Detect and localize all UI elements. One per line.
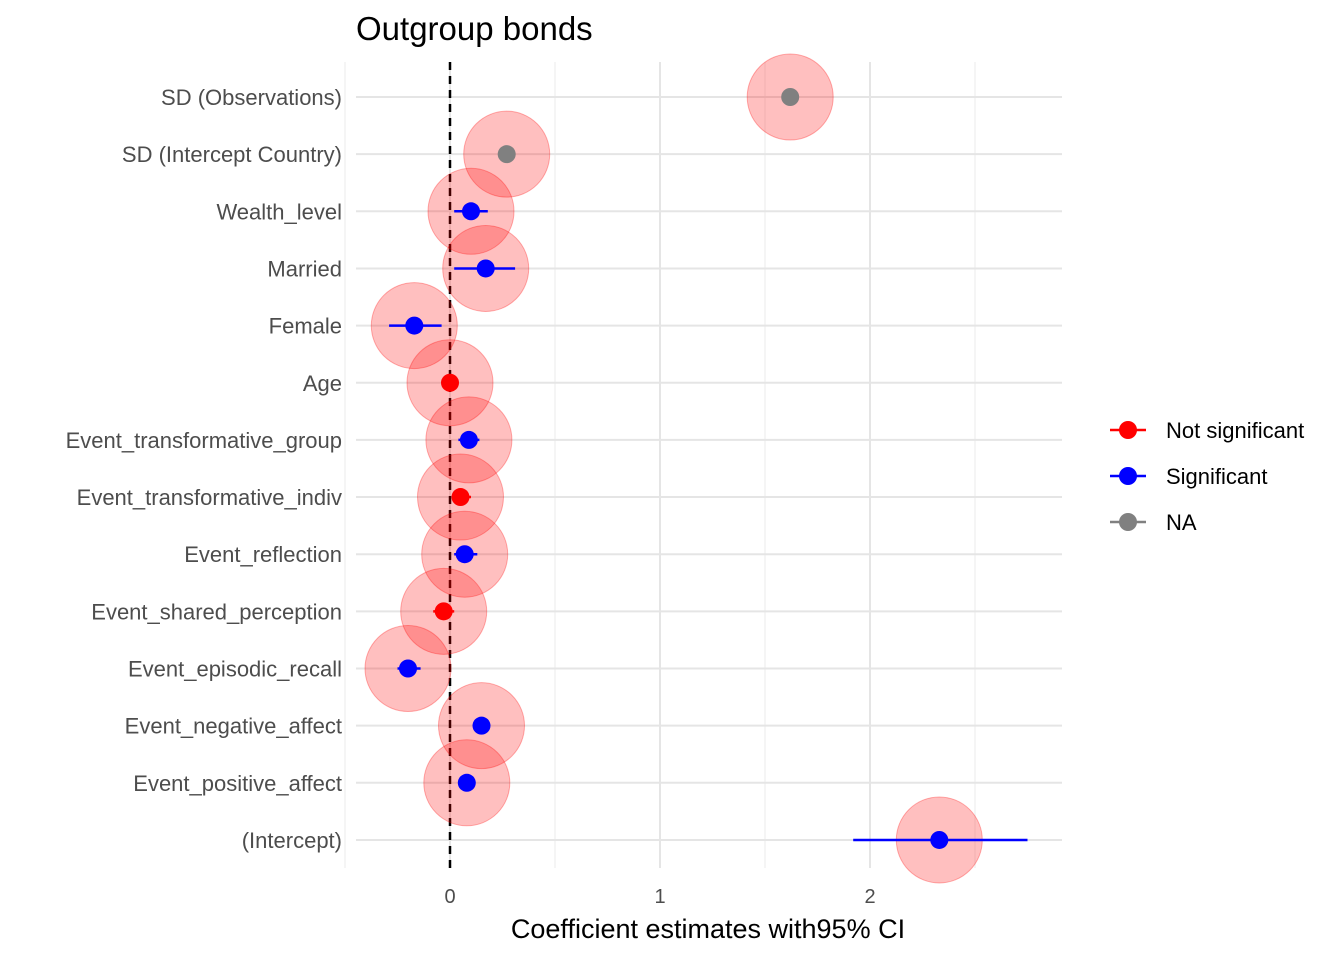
x-axis-labels: 0 1 2 xyxy=(444,886,875,908)
x-tick-label: 2 xyxy=(864,886,875,908)
halo-layer xyxy=(364,53,983,884)
y-tick-label: Event_negative_affect xyxy=(125,714,342,739)
estimate-point xyxy=(405,316,424,335)
estimate-point xyxy=(434,602,453,621)
legend: Not significant Significant NA xyxy=(1110,418,1304,535)
y-tick-label: Married xyxy=(267,256,342,281)
chart-title: Outgroup bonds xyxy=(356,10,593,47)
y-tick-label: Event_positive_affect xyxy=(133,771,342,796)
y-tick-label: Female xyxy=(269,314,342,339)
estimate-point xyxy=(462,202,480,221)
legend-label: NA xyxy=(1166,510,1197,535)
x-tick-label: 1 xyxy=(654,886,665,908)
estimate-point xyxy=(451,488,470,507)
estimate-point xyxy=(476,259,495,278)
y-axis-labels: SD (Observations) SD (Intercept Country) W… xyxy=(66,85,342,853)
estimate-point xyxy=(455,545,474,564)
legend-key-point xyxy=(1119,421,1137,439)
y-tick-label: Event_episodic_recall xyxy=(128,657,342,682)
y-tick-label: (Intercept) xyxy=(242,828,342,853)
estimate-point xyxy=(472,716,491,735)
estimate-point xyxy=(457,773,476,792)
estimate-point xyxy=(497,145,516,164)
legend-key-point xyxy=(1119,513,1137,531)
x-axis-title: Coefficient estimates with95% CI xyxy=(511,914,905,944)
estimate-point xyxy=(781,88,800,106)
y-tick-label: Age xyxy=(303,371,342,396)
estimate-point xyxy=(399,659,417,678)
y-tick-label: SD (Intercept Country) xyxy=(122,142,342,167)
point-layer xyxy=(399,88,949,849)
legend-label: Significant xyxy=(1166,464,1268,489)
estimate-point xyxy=(930,830,949,849)
y-tick-label: Event_reflection xyxy=(184,542,342,567)
estimate-point xyxy=(459,430,478,449)
y-tick-label: Event_shared_perception xyxy=(91,599,342,624)
y-tick-label: Event_transformative_indiv xyxy=(77,485,342,510)
y-tick-label: Wealth_level xyxy=(216,199,342,224)
y-tick-label: SD (Observations) xyxy=(161,85,342,110)
legend-key-point xyxy=(1119,467,1137,485)
estimate-point xyxy=(441,373,459,392)
x-tick-label: 0 xyxy=(444,886,455,908)
y-tick-label: Event_transformative_group xyxy=(66,428,342,453)
legend-label: Not significant xyxy=(1166,418,1304,443)
